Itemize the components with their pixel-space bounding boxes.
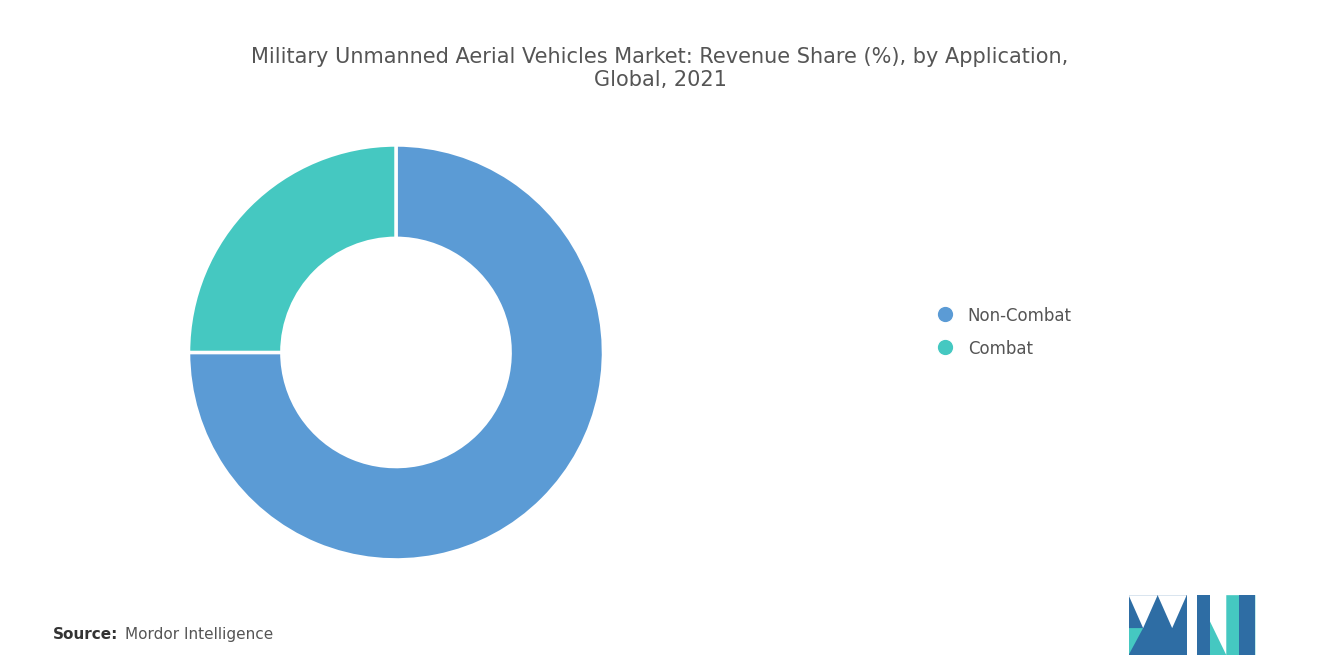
Wedge shape	[189, 145, 396, 352]
Legend: Non-Combat, Combat: Non-Combat, Combat	[927, 299, 1080, 366]
Text: Military Unmanned Aerial Vehicles Market: Revenue Share (%), by Application,
Glo: Military Unmanned Aerial Vehicles Market…	[251, 47, 1069, 90]
Polygon shape	[1129, 628, 1143, 655]
Polygon shape	[1239, 595, 1255, 655]
Text: Source:: Source:	[53, 626, 119, 642]
Polygon shape	[1197, 595, 1210, 655]
Text: Mordor Intelligence: Mordor Intelligence	[125, 626, 273, 642]
Polygon shape	[1158, 595, 1187, 628]
Polygon shape	[1129, 595, 1158, 628]
Polygon shape	[1158, 595, 1187, 655]
Wedge shape	[189, 145, 603, 560]
Polygon shape	[1129, 595, 1158, 655]
Polygon shape	[1197, 595, 1255, 655]
